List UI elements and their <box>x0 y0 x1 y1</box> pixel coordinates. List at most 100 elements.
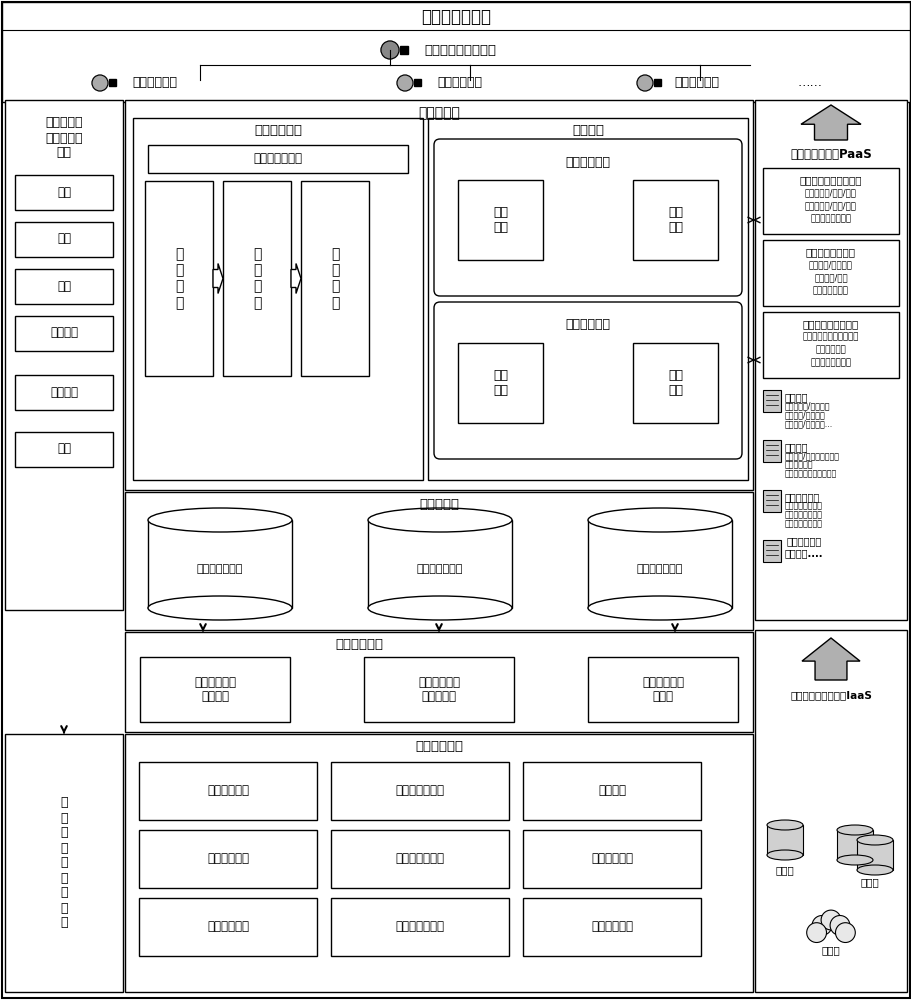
Text: 安全服务资源: 安全服务资源 <box>415 740 463 754</box>
Text: 业务
采集: 业务 采集 <box>493 206 507 234</box>
Text: 云服务管理与支撑引擎: 云服务管理与支撑引擎 <box>799 175 861 185</box>
Bar <box>331 830 508 888</box>
Text: 虚拟资源层: 虚拟资源层 <box>418 498 458 512</box>
Bar <box>588 520 732 608</box>
Text: 平台开发工具
软件市场....: 平台开发工具 软件市场.... <box>784 536 823 558</box>
Text: 安全服务资源
云端化接入: 安全服务资源 云端化接入 <box>417 676 459 704</box>
Circle shape <box>381 41 398 59</box>
Text: 协作任务建模: 协作任务建模 <box>565 155 609 168</box>
Circle shape <box>396 75 413 91</box>
Polygon shape <box>213 263 223 294</box>
Text: 服务资源层形界面: 服务资源层形界面 <box>784 510 822 520</box>
Bar <box>754 630 906 992</box>
Bar <box>148 520 292 608</box>
Text: 数据信息资源池: 数据信息资源池 <box>636 564 682 574</box>
Bar <box>522 898 701 956</box>
Text: 海量数据容错与可信管理: 海量数据容错与可信管理 <box>784 470 836 479</box>
Bar <box>763 390 780 412</box>
Text: 其他数据资源
适配接入: 其他数据资源 适配接入 <box>194 676 236 704</box>
Text: 接入与适配层: 接入与适配层 <box>334 639 383 652</box>
Ellipse shape <box>766 820 802 830</box>
Text: 用户管理/积分管理...: 用户管理/积分管理... <box>784 420 833 428</box>
Text: 安全管理/性能管理与优化: 安全管理/性能管理与优化 <box>784 452 839 460</box>
Bar <box>368 520 511 608</box>
Text: 行业监管平台: 行业监管平台 <box>674 77 719 90</box>
Bar <box>632 343 717 423</box>
Text: ……: …… <box>796 77 822 90</box>
Bar <box>632 180 717 260</box>
Text: 标准化服务接口: 标准化服务接口 <box>253 152 302 165</box>
Text: 传感信息融合管理: 传感信息融合管理 <box>784 502 822 510</box>
Text: 服务
整合: 服务 整合 <box>667 206 682 234</box>
Bar <box>15 432 113 467</box>
Bar <box>763 540 780 562</box>
Circle shape <box>829 916 849 935</box>
Text: 交付管理/支付管理: 交付管理/支付管理 <box>784 410 824 420</box>
Circle shape <box>806 923 825 942</box>
Text: 知识服务资源池: 知识服务资源池 <box>197 564 243 574</box>
Bar <box>763 490 780 512</box>
Text: 云服务执行与监控: 云服务执行与监控 <box>810 215 851 224</box>
Text: 生产设备数据: 生产设备数据 <box>207 784 249 798</box>
Bar <box>522 830 701 888</box>
Polygon shape <box>291 263 301 294</box>
Circle shape <box>811 916 831 935</box>
Circle shape <box>820 910 840 930</box>
Bar <box>125 632 752 732</box>
Bar <box>427 118 747 480</box>
Ellipse shape <box>588 508 732 532</box>
Ellipse shape <box>588 596 732 620</box>
Text: 隐患检查信息: 隐患检查信息 <box>590 920 632 934</box>
Polygon shape <box>800 105 860 140</box>
Text: 安全管理: 安全管理 <box>50 326 78 340</box>
Text: 安全管理制度: 安全管理制度 <box>207 852 249 865</box>
Ellipse shape <box>148 508 292 532</box>
Text: 云网络: 云网络 <box>821 945 839 955</box>
Text: 日志管理: 日志管理 <box>50 385 78 398</box>
Text: 部署: 部署 <box>56 232 71 245</box>
Text: 平台服务支撑层PaaS: 平台服务支撑层PaaS <box>789 148 871 161</box>
Ellipse shape <box>856 835 892 845</box>
Text: 行业多领域分散知识获取: 行业多领域分散知识获取 <box>802 332 858 342</box>
Bar <box>5 734 123 992</box>
Bar <box>457 180 542 260</box>
Bar <box>763 440 780 462</box>
Text: 知识聚集与分类引擎: 知识聚集与分类引擎 <box>802 319 858 329</box>
Bar <box>754 100 906 620</box>
Bar <box>301 181 369 376</box>
Circle shape <box>636 75 652 91</box>
Text: 监控: 监控 <box>56 279 71 292</box>
Bar <box>400 46 407 54</box>
Text: 运维管理: 运维管理 <box>784 442 808 452</box>
Text: 系统管理与
相关工具集
研制: 系统管理与 相关工具集 研制 <box>46 116 83 159</box>
Text: 教育培训知识: 教育培训知识 <box>590 852 632 865</box>
Text: 政府监察平台: 政府监察平台 <box>132 77 178 90</box>
Text: 普适人机交互工具: 普适人机交互工具 <box>784 520 822 528</box>
Polygon shape <box>801 638 859 680</box>
Bar <box>2 2 909 102</box>
Text: 数
据
管
理: 数 据 管 理 <box>331 247 339 310</box>
Text: 安全云服务平台门户: 安全云服务平台门户 <box>424 43 496 56</box>
Bar <box>457 343 542 423</box>
Ellipse shape <box>836 825 872 835</box>
Bar <box>138 762 317 820</box>
Text: 海量数据处理: 海量数据处理 <box>254 124 302 137</box>
Bar <box>15 269 113 304</box>
Bar <box>763 168 898 234</box>
Text: 相
关
标
准
及
验
证
测
试: 相 关 标 准 及 验 证 测 试 <box>60 796 67 930</box>
Text: 交易逻辑/过程管理: 交易逻辑/过程管理 <box>808 260 852 269</box>
Text: 云存储: 云存储 <box>860 877 878 887</box>
Bar <box>138 898 317 956</box>
Text: 应用服务层: 应用服务层 <box>417 106 459 120</box>
Bar <box>140 657 290 722</box>
Text: 系统配置管理: 系统配置管理 <box>784 460 813 470</box>
Ellipse shape <box>766 850 802 860</box>
Text: 数
据
采
集: 数 据 采 集 <box>175 247 183 310</box>
Bar <box>15 316 113 351</box>
Text: 工矿行业用户层: 工矿行业用户层 <box>421 8 490 26</box>
Bar <box>588 657 737 722</box>
Bar <box>763 312 898 378</box>
Text: 跨域任务协同: 跨域任务协同 <box>565 318 609 332</box>
Ellipse shape <box>856 865 892 875</box>
Bar <box>125 100 752 490</box>
